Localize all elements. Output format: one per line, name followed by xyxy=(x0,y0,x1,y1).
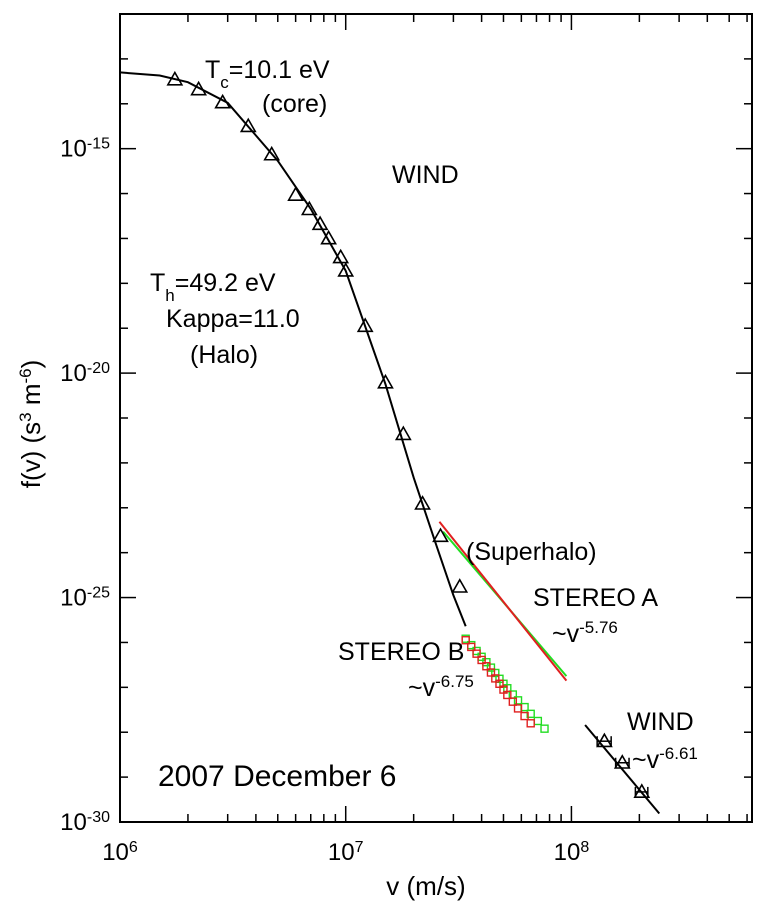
plot-frame xyxy=(119,13,753,823)
data-point-wind xyxy=(166,70,184,86)
data-point-stereo-a xyxy=(513,696,523,705)
x-tick-label: 107 xyxy=(328,839,364,867)
data-point-wind xyxy=(263,145,281,161)
annotation-th: Th=49.2 eV xyxy=(150,269,276,305)
data-point-stereo-a xyxy=(486,663,496,672)
annotation-tc: Tc=10.1 eV xyxy=(205,56,330,92)
fit-lines xyxy=(119,71,661,815)
data-point-wind xyxy=(613,754,631,769)
y-tick-label: 10-25 xyxy=(60,584,110,612)
data-point-wind xyxy=(239,117,257,133)
x-axis-title: v (m/s) xyxy=(386,871,465,901)
data-point-wind xyxy=(432,527,449,543)
annotation-core: (core) xyxy=(262,90,327,118)
annotation-wind-bottom: WIND xyxy=(627,708,694,736)
data-point-stereo-a xyxy=(533,716,543,726)
data-point-stereo-b xyxy=(486,668,496,677)
annotation-stereo-b: STEREO B xyxy=(338,638,464,666)
data-point-wind xyxy=(311,215,329,231)
fit-line xyxy=(438,521,568,682)
data-point-wind xyxy=(337,262,355,277)
y-axis-title: f(v) (s3 m-6) xyxy=(16,360,47,489)
data-point-stereo-b xyxy=(526,719,535,728)
tick-labels: 106 107 108 10-15 10-20 10-25 10-30 xyxy=(60,135,589,866)
data-point-stereo-b xyxy=(520,711,529,721)
x-tick-label: 108 xyxy=(554,839,590,867)
annotation-stereo-a-law: ~v-5.76 xyxy=(552,618,618,649)
data-point-stereo-a xyxy=(540,724,549,733)
data-point-stereo-b xyxy=(461,636,470,645)
data-point-wind xyxy=(451,578,469,593)
data-point-wind xyxy=(596,732,613,748)
data-point-wind xyxy=(633,783,651,798)
data-point-wind xyxy=(287,186,305,201)
annotation-wind-bottom-law: ~v-6.61 xyxy=(632,744,698,775)
data-point-stereo-a xyxy=(526,709,535,719)
fit-line xyxy=(119,71,467,627)
annotation-stereo-b-law: ~v-6.75 xyxy=(408,672,474,703)
data-point-stereo-b xyxy=(472,649,481,658)
data-point-wind xyxy=(377,373,394,389)
y-tick-label: 10-30 xyxy=(60,809,110,837)
y-tick-label: 10-20 xyxy=(60,360,110,388)
annotation-stereo-a: STEREO A xyxy=(533,584,658,612)
annotation-superhalo: (Superhalo) xyxy=(466,538,597,566)
data-point-wind xyxy=(300,200,318,216)
data-point-wind xyxy=(414,495,431,510)
data-point-wind xyxy=(320,229,337,245)
data-point-wind xyxy=(214,93,232,109)
data-point-stereo-b xyxy=(508,697,518,706)
data-point-wind xyxy=(394,425,412,441)
axis-ticks xyxy=(119,14,752,823)
annotation-wind-top: WIND xyxy=(392,161,459,189)
data-point-stereo-b xyxy=(482,662,491,671)
data-point-stereo-b xyxy=(513,704,523,713)
data-point-stereo-b xyxy=(477,655,486,665)
data-point-stereo-b xyxy=(467,642,476,652)
y-tick-label: 10-15 xyxy=(60,135,110,163)
annotation-date: 2007 December 6 xyxy=(158,760,396,793)
data-markers xyxy=(166,70,651,798)
annotations: Tc=10.1 eV (core) WIND Th=49.2 eV Kappa=… xyxy=(150,56,698,793)
annotation-kappa: Kappa=11.0 xyxy=(166,305,300,333)
data-point-stereo-b xyxy=(503,690,512,700)
data-point-wind xyxy=(332,248,350,264)
data-point-wind xyxy=(190,80,207,96)
annotation-halo: (Halo) xyxy=(190,341,258,369)
x-tick-label: 106 xyxy=(102,839,138,867)
data-point-wind xyxy=(356,317,374,333)
